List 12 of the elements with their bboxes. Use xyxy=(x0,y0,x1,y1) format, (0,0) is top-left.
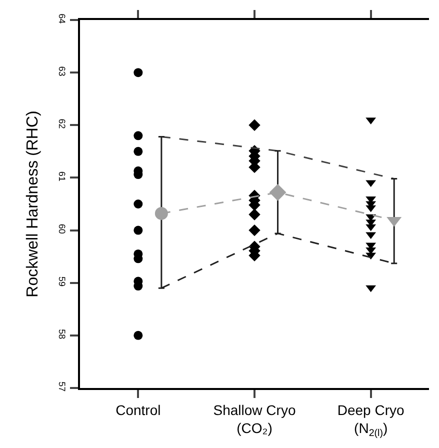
x-tick-label: Shallow Cryo (CO₂) xyxy=(213,402,296,436)
y-axis-title: Rockwell Hardness (RHC) xyxy=(24,110,42,298)
y-tick-label: 58 xyxy=(57,329,68,340)
y-tick-label: 63 xyxy=(57,66,68,76)
y-tick-label: 59 xyxy=(57,276,68,287)
x-tick-label: Deep Cryo (N$_{2(l)}$) xyxy=(337,402,404,439)
y-tick-label: 60 xyxy=(57,224,68,234)
y-tick-label: 61 xyxy=(57,171,68,182)
x-tick-label: Control xyxy=(116,402,161,418)
y-tick-label: 64 xyxy=(57,14,68,24)
y-tick-label: 62 xyxy=(57,118,68,129)
y-tick-label: 57 xyxy=(57,382,68,392)
